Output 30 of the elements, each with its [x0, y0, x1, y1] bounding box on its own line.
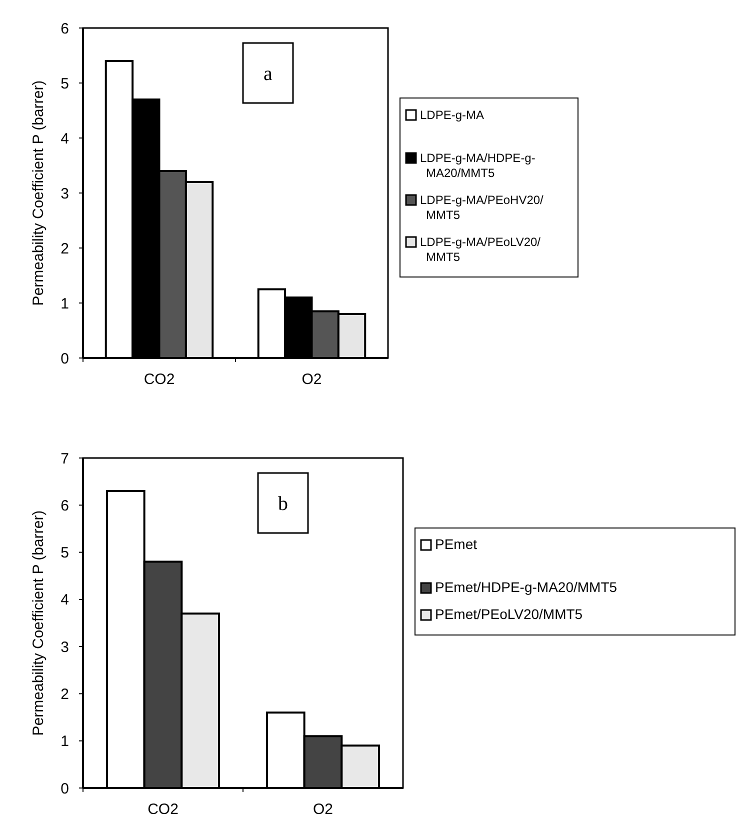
y-tick-label: 6 [60, 20, 69, 38]
y-tick-label: 2 [60, 240, 69, 258]
x-tick-label: CO2 [144, 371, 175, 388]
y-axis-title: Permeability Coefficient P (barrer) [30, 510, 47, 736]
y-tick-label: 0 [60, 350, 69, 368]
legend-label: PEmet [435, 536, 478, 552]
y-tick-label: 4 [60, 592, 69, 609]
legend-label: PEmet/HDPE-g-MA20/MMT5 [435, 579, 618, 595]
annotation: a [264, 63, 273, 85]
y-tick-label: 2 [60, 686, 69, 703]
x-tick-label: O2 [312, 801, 334, 818]
y-tick-label: 7 [60, 450, 69, 468]
y-tick-label: 5 [60, 544, 69, 562]
annotation: b [278, 493, 288, 515]
y-tick-label: 6 [60, 497, 69, 514]
legend-label: LDPE-g-MA/HDPE-g-MA20/MMT5 [420, 151, 536, 180]
y-tick-label: 0 [60, 780, 69, 798]
y-tick-label: 4 [60, 130, 69, 148]
legend-label: LDPE-g-MA/PEoLV20/MMT5 [420, 235, 542, 264]
legend-label: LDPE-g-MA [420, 108, 484, 122]
y-tick-label: 3 [60, 638, 69, 656]
y-tick-label: 1 [60, 295, 69, 312]
x-tick-label: CO2 [148, 801, 178, 818]
legend-label: LDPE-g-MA/PEoHV20/MMT5 [420, 193, 544, 222]
y-tick-label: 3 [60, 185, 69, 202]
y-tick-label: 1 [60, 733, 69, 750]
x-tick-label: O2 [302, 371, 322, 388]
y-tick-label: 5 [60, 75, 69, 92]
y-axis-title: Permeability Coefficient P (barrer) [30, 80, 47, 306]
legend-label: PEmet/PEoLV20/MMT5 [435, 606, 583, 622]
